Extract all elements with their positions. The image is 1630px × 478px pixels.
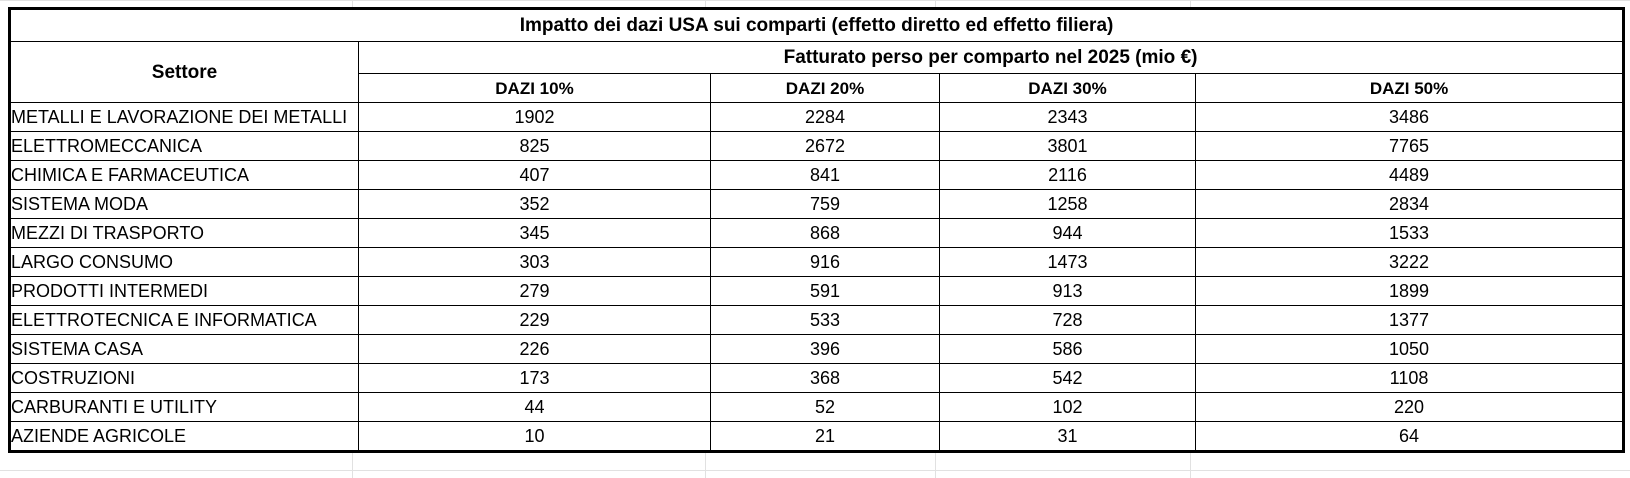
table-row: CARBURANTI E UTILITY 44 52 102 220 bbox=[9, 392, 1625, 422]
table-title: Impatto dei dazi USA sui comparti (effet… bbox=[8, 8, 1625, 42]
value-cell: 303 bbox=[358, 247, 711, 277]
value-cell: 1258 bbox=[939, 189, 1196, 219]
value-cell: 368 bbox=[710, 363, 940, 393]
value-cell: 173 bbox=[358, 363, 711, 393]
value-cell: 3222 bbox=[1194, 247, 1625, 277]
value-cell: 352 bbox=[358, 189, 711, 219]
value-cell: 759 bbox=[710, 189, 940, 219]
sector-cell: PRODOTTI INTERMEDI bbox=[9, 276, 359, 306]
value-cell: 4489 bbox=[1194, 160, 1625, 190]
value-cell: 2116 bbox=[939, 160, 1196, 190]
sector-cell: ELETTROMECCANICA bbox=[9, 131, 359, 161]
value-cell: 2284 bbox=[710, 102, 940, 132]
value-cell: 279 bbox=[358, 276, 711, 306]
value-cell: 2343 bbox=[939, 102, 1196, 132]
value-cell: 1902 bbox=[358, 102, 711, 132]
value-cell: 52 bbox=[710, 392, 940, 422]
table-row: METALLI E LAVORAZIONE DEI METALLI 1902 228… bbox=[9, 102, 1625, 132]
value-cell: 944 bbox=[939, 218, 1196, 248]
value-cell: 64 bbox=[1194, 421, 1625, 452]
sector-cell: SISTEMA CASA bbox=[9, 334, 359, 364]
sector-cell: LARGO CONSUMO bbox=[9, 247, 359, 277]
value-cell: 1533 bbox=[1194, 218, 1625, 248]
sector-cell: AZIENDE AGRICOLE bbox=[9, 421, 359, 452]
column-header: DAZI 50% bbox=[1194, 73, 1625, 103]
value-cell: 102 bbox=[939, 392, 1196, 422]
value-cell: 31 bbox=[939, 421, 1196, 452]
column-header: DAZI 10% bbox=[358, 73, 711, 103]
value-cell: 3801 bbox=[939, 131, 1196, 161]
value-cell: 542 bbox=[939, 363, 1196, 393]
value-cell: 1899 bbox=[1194, 276, 1625, 306]
table-row: SISTEMA CASA 226 396 586 1050 bbox=[9, 334, 1625, 364]
value-cell: 407 bbox=[358, 160, 711, 190]
value-cell: 913 bbox=[939, 276, 1196, 306]
value-cell: 345 bbox=[358, 218, 711, 248]
value-cell: 2672 bbox=[710, 131, 940, 161]
sector-cell: COSTRUZIONI bbox=[9, 363, 359, 393]
value-cell: 226 bbox=[358, 334, 711, 364]
table-row: LARGO CONSUMO 303 916 1473 3222 bbox=[9, 247, 1625, 277]
table-row: AZIENDE AGRICOLE 10 21 31 64 bbox=[9, 421, 1625, 452]
column-header: DAZI 30% bbox=[939, 73, 1196, 103]
value-cell: 21 bbox=[710, 421, 940, 452]
value-cell: 7765 bbox=[1194, 131, 1625, 161]
sector-column-header: Settore bbox=[9, 41, 359, 103]
table-row: ELETTROMECCANICA 825 2672 3801 7765 bbox=[9, 131, 1625, 161]
value-cell: 1108 bbox=[1194, 363, 1625, 393]
sector-cell: CARBURANTI E UTILITY bbox=[9, 392, 359, 422]
value-cell: 220 bbox=[1194, 392, 1625, 422]
value-cell: 229 bbox=[358, 305, 711, 335]
sector-cell: METALLI E LAVORAZIONE DEI METALLI bbox=[9, 102, 359, 132]
table-row: PRODOTTI INTERMEDI 279 591 913 1899 bbox=[9, 276, 1625, 306]
tariff-impact-table: Impatto dei dazi USA sui comparti (effet… bbox=[8, 7, 1626, 453]
revenue-lost-group-header: Fatturato perso per comparto nel 2025 (m… bbox=[357, 41, 1625, 74]
sector-cell: CHIMICA E FARMACEUTICA bbox=[9, 160, 359, 190]
value-cell: 1473 bbox=[939, 247, 1196, 277]
value-cell: 586 bbox=[939, 334, 1196, 364]
column-header: DAZI 20% bbox=[710, 73, 940, 103]
value-cell: 10 bbox=[358, 421, 711, 452]
value-cell: 533 bbox=[710, 305, 940, 335]
sector-cell: ELETTROTECNICA E INFORMATICA bbox=[9, 305, 359, 335]
sector-cell: MEZZI DI TRASPORTO bbox=[9, 218, 359, 248]
value-cell: 841 bbox=[710, 160, 940, 190]
value-cell: 1377 bbox=[1194, 305, 1625, 335]
table-row: CHIMICA E FARMACEUTICA 407 841 2116 4489 bbox=[9, 160, 1625, 190]
value-cell: 44 bbox=[358, 392, 711, 422]
sector-cell: SISTEMA MODA bbox=[9, 189, 359, 219]
value-cell: 916 bbox=[710, 247, 940, 277]
value-cell: 825 bbox=[358, 131, 711, 161]
value-cell: 1050 bbox=[1194, 334, 1625, 364]
value-cell: 591 bbox=[710, 276, 940, 306]
value-cell: 2834 bbox=[1194, 189, 1625, 219]
value-cell: 728 bbox=[939, 305, 1196, 335]
value-cell: 868 bbox=[710, 218, 940, 248]
table-row: ELETTROTECNICA E INFORMATICA 229 533 728 137… bbox=[9, 305, 1625, 335]
table-row: SISTEMA MODA 352 759 1258 2834 bbox=[9, 189, 1625, 219]
value-cell: 396 bbox=[710, 334, 940, 364]
value-cell: 3486 bbox=[1194, 102, 1625, 132]
table-row: COSTRUZIONI 173 368 542 1108 bbox=[9, 363, 1625, 393]
table-row: MEZZI DI TRASPORTO 345 868 944 1533 bbox=[9, 218, 1625, 248]
